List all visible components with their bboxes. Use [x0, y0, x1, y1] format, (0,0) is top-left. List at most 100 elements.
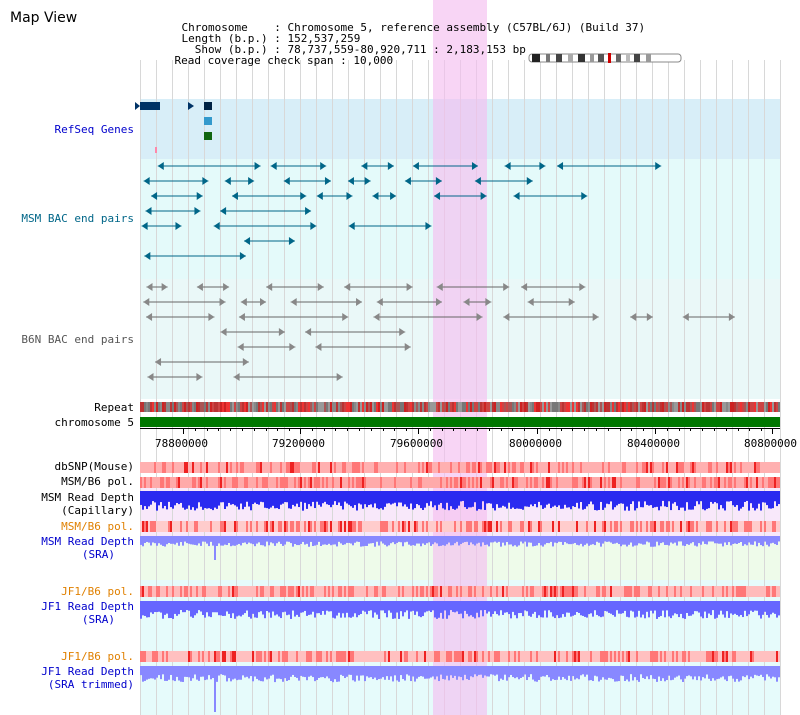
snp-heat-cell[interactable]	[416, 477, 418, 488]
snp-heat-cell[interactable]	[650, 651, 652, 662]
snp-heat-cell[interactable]	[346, 586, 348, 597]
read-depth-bar[interactable]	[482, 666, 484, 678]
read-depth-bar[interactable]	[766, 601, 768, 616]
snp-heat-cell[interactable]	[608, 462, 610, 473]
read-depth-bar[interactable]	[648, 536, 650, 543]
repeat-segment[interactable]	[584, 402, 586, 412]
read-depth-bar[interactable]	[290, 491, 292, 509]
read-depth-bar[interactable]	[748, 491, 750, 511]
snp-heat-cell[interactable]	[218, 477, 220, 488]
snp-heat-cell[interactable]	[546, 521, 548, 532]
read-depth-bar[interactable]	[268, 491, 270, 509]
snp-heat-cell[interactable]	[168, 462, 170, 473]
snp-heat-cell[interactable]	[290, 651, 292, 662]
snp-heat-cell[interactable]	[422, 477, 424, 488]
read-depth-bar[interactable]	[520, 491, 522, 509]
snp-heat-cell[interactable]	[276, 521, 278, 532]
snp-heat-cell[interactable]	[464, 651, 466, 662]
read-depth-bar[interactable]	[618, 536, 620, 545]
snp-heat-cell[interactable]	[410, 651, 412, 662]
snp-heat-cell[interactable]	[484, 477, 486, 488]
read-depth-bar[interactable]	[302, 666, 304, 677]
snp-heat-cell[interactable]	[218, 651, 220, 662]
read-depth-bar[interactable]	[688, 601, 690, 616]
repeat-segment[interactable]	[592, 402, 594, 412]
repeat-segment[interactable]	[510, 402, 512, 412]
read-depth-bar[interactable]	[440, 666, 442, 675]
read-depth-bar[interactable]	[234, 536, 236, 546]
snp-heat-cell[interactable]	[498, 477, 500, 488]
read-depth-bar[interactable]	[668, 536, 670, 546]
snp-heat-cell[interactable]	[724, 477, 726, 488]
snp-heat-cell[interactable]	[686, 651, 688, 662]
snp-heat-cell[interactable]	[176, 462, 178, 473]
snp-heat-cell[interactable]	[520, 651, 522, 662]
repeat-segment[interactable]	[430, 402, 432, 412]
snp-heat-cell[interactable]	[286, 521, 288, 532]
snp-heat-cell[interactable]	[320, 462, 322, 473]
bac-end-right[interactable]	[254, 162, 261, 170]
snp-heat-cell[interactable]	[386, 462, 388, 473]
read-depth-bar[interactable]	[152, 491, 154, 502]
bac-end-right[interactable]	[425, 222, 432, 230]
read-depth-bar[interactable]	[642, 601, 644, 615]
read-depth-bar[interactable]	[512, 536, 514, 547]
repeat-segment[interactable]	[344, 402, 346, 412]
repeat-segment[interactable]	[388, 402, 390, 412]
snp-heat-cell[interactable]	[512, 462, 514, 473]
snp-heat-cell[interactable]	[202, 462, 204, 473]
snp-heat-cell[interactable]	[558, 477, 560, 488]
snp-heat-cell[interactable]	[414, 521, 416, 532]
snp-heat-cell[interactable]	[260, 651, 262, 662]
snp-heat-cell[interactable]	[686, 521, 688, 532]
snp-heat-cell[interactable]	[370, 462, 372, 473]
read-depth-bar[interactable]	[522, 601, 524, 617]
snp-heat-cell[interactable]	[748, 462, 750, 473]
snp-heat-cell[interactable]	[316, 462, 318, 473]
snp-heat-cell[interactable]	[720, 651, 722, 662]
read-depth-bar[interactable]	[626, 491, 628, 507]
read-depth-bar[interactable]	[600, 491, 602, 502]
read-depth-bar[interactable]	[168, 666, 170, 680]
read-depth-bar[interactable]	[158, 491, 160, 506]
read-depth-bar[interactable]	[272, 536, 274, 544]
snp-heat-cell[interactable]	[448, 521, 450, 532]
snp-heat-cell[interactable]	[756, 521, 758, 532]
read-depth-bar[interactable]	[216, 601, 218, 613]
snp-heat-cell[interactable]	[710, 586, 712, 597]
snp-heat-cell[interactable]	[546, 651, 548, 662]
read-depth-bar[interactable]	[406, 536, 408, 542]
read-depth-bar[interactable]	[326, 536, 328, 545]
snp-heat-cell[interactable]	[622, 462, 624, 473]
read-depth-bar[interactable]	[268, 666, 270, 679]
read-depth-bar[interactable]	[378, 536, 380, 546]
snp-heat-cell[interactable]	[222, 586, 224, 597]
read-depth-bar[interactable]	[466, 491, 468, 509]
read-depth-bar[interactable]	[228, 666, 230, 679]
snp-heat-cell[interactable]	[406, 521, 408, 532]
read-depth-bar[interactable]	[710, 601, 712, 616]
repeat-segment[interactable]	[456, 402, 458, 412]
snp-heat-cell[interactable]	[762, 651, 764, 662]
read-depth-bar[interactable]	[532, 491, 534, 507]
read-depth-bar[interactable]	[360, 666, 362, 676]
snp-heat-cell[interactable]	[604, 521, 606, 532]
snp-heat-cell[interactable]	[318, 477, 320, 488]
read-depth-bar[interactable]	[568, 601, 570, 613]
refseq-gene[interactable]	[140, 102, 160, 110]
snp-heat-cell[interactable]	[402, 462, 404, 473]
read-depth-bar[interactable]	[660, 666, 662, 681]
snp-heat-cell[interactable]	[696, 651, 698, 662]
read-depth-bar[interactable]	[536, 666, 538, 682]
snp-heat-cell[interactable]	[214, 521, 216, 532]
repeat-segment[interactable]	[498, 402, 500, 412]
read-depth-bar[interactable]	[248, 491, 250, 507]
snp-heat-cell[interactable]	[506, 521, 508, 532]
read-depth-bar[interactable]	[198, 666, 200, 681]
read-depth-bar[interactable]	[422, 536, 424, 544]
snp-heat-cell[interactable]	[690, 477, 692, 488]
snp-heat-cell[interactable]	[552, 586, 554, 597]
snp-heat-cell[interactable]	[548, 477, 550, 488]
snp-heat-cell[interactable]	[544, 651, 546, 662]
snp-heat-cell[interactable]	[376, 462, 378, 473]
